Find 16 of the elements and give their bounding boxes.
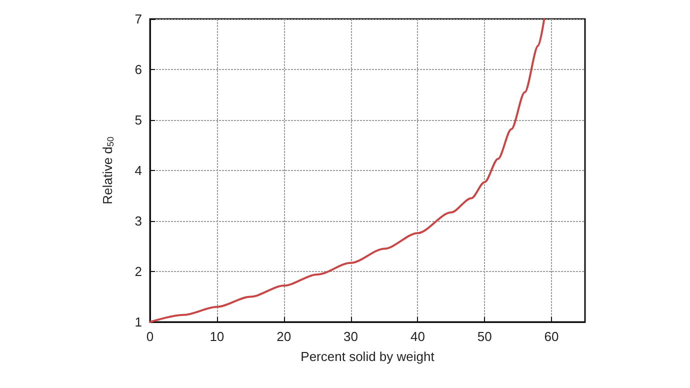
x-tick-label: 40 xyxy=(410,329,425,344)
x-tick-label: 60 xyxy=(544,329,559,344)
y-tick-label: 3 xyxy=(134,214,142,228)
y-tick-label: 6 xyxy=(134,62,142,77)
y-tick-label: 5 xyxy=(134,112,142,128)
y-tick-label: 4 xyxy=(134,163,142,178)
x-tick-label: 0 xyxy=(146,329,154,344)
x-tick-label: 30 xyxy=(344,329,358,344)
y-tick-label: 2 xyxy=(134,264,142,279)
y-tick-label: 7 xyxy=(134,12,142,26)
x-tick-label: 20 xyxy=(276,329,292,344)
y-tick-label: 1 xyxy=(134,314,142,330)
x-axis-title: Percent solid by weight xyxy=(300,349,435,364)
x-tick-label: 50 xyxy=(477,329,492,344)
x-tick-label: 10 xyxy=(210,329,224,344)
y-axis-title: Relative d50 xyxy=(100,136,116,204)
